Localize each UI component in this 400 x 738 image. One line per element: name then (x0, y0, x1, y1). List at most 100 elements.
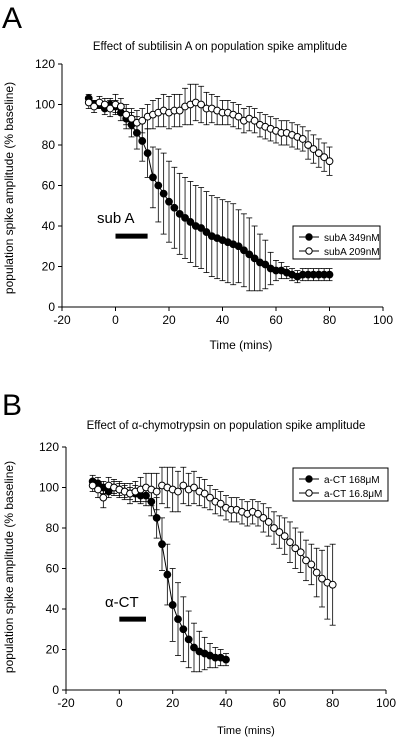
y-axis-label-a: population spike amplitude (% baseline) (2, 82, 16, 294)
data-point (175, 209, 184, 218)
data-point (179, 481, 188, 490)
data-point (286, 538, 294, 547)
data-point (197, 100, 206, 109)
data-point (320, 153, 329, 162)
x-axis-label-a: Time (mins) (210, 338, 273, 352)
data-point (314, 149, 323, 158)
x-tick-label-a: 100 (373, 313, 393, 327)
x-axis-label-b: Time (mins) (217, 725, 275, 737)
y-tick-label-b: 60 (46, 562, 60, 576)
data-point (280, 532, 289, 540)
y-tick-label-b: 100 (39, 481, 59, 495)
x-tick-label-b: 20 (166, 696, 180, 710)
data-point (197, 224, 206, 232)
data-point (175, 106, 184, 115)
x-tick-label-a: 40 (216, 313, 230, 327)
legend-entry: a-CT 168μM (324, 475, 380, 486)
panel-letter-a: A (2, 2, 22, 35)
chart-title-b: Effect of α-chymotrypsin on population s… (87, 420, 366, 432)
series-open-a (85, 83, 333, 176)
x-tick-label-a: 20 (162, 313, 176, 327)
legend-marker (305, 475, 313, 483)
x-tick-label-b: 40 (219, 696, 233, 710)
data-point (245, 250, 254, 259)
data-point (312, 568, 321, 577)
data-point (200, 489, 209, 498)
data-point (90, 102, 98, 111)
chart-title-a: Effect of subtilisin A on population spi… (93, 41, 347, 53)
data-point (170, 203, 179, 212)
panel-b: B Effect of α-chymotrypsin on population… (2, 389, 365, 737)
data-point (275, 528, 284, 536)
data-point (296, 548, 305, 557)
data-point (307, 560, 316, 569)
data-point (99, 493, 108, 502)
data-point (152, 487, 161, 496)
y-axis-label-b: population spike amplitude (% baseline) (2, 461, 16, 673)
data-point (168, 601, 177, 609)
x-tick-label-a: -20 (53, 313, 71, 327)
series-filled-b (89, 474, 229, 673)
data-point (291, 544, 300, 553)
panel-letter-b: B (2, 389, 22, 422)
data-point (100, 100, 109, 109)
annotation-alpha-ct: α-CT (105, 594, 139, 611)
data-point (259, 513, 268, 522)
data-point (261, 260, 270, 269)
data-point (222, 655, 230, 664)
legend-a: subA 349nM subA 209nM (292, 225, 381, 260)
y-tick-label-b: 40 (46, 602, 60, 616)
x-tick-label-b: -20 (57, 696, 75, 710)
data-point (216, 499, 225, 508)
data-point (142, 491, 150, 500)
data-point (298, 135, 307, 143)
legend-entry: a-CT 16.8μM (324, 489, 382, 500)
data-point (152, 513, 161, 522)
y-tick-label-a: 20 (42, 260, 56, 274)
data-point (174, 615, 182, 624)
data-point (254, 509, 262, 518)
data-point (325, 270, 334, 279)
data-point (127, 114, 136, 123)
y-tick-label-b: 0 (52, 683, 59, 697)
data-point (116, 102, 125, 111)
data-point (186, 218, 195, 226)
data-point (309, 145, 318, 153)
data-point (138, 116, 147, 125)
data-point (84, 98, 93, 107)
data-point (179, 625, 188, 634)
data-point (318, 574, 326, 583)
data-point (270, 524, 278, 532)
series-filled-a (85, 93, 333, 292)
data-point (206, 493, 214, 502)
y-tick-label-b: 80 (46, 521, 60, 535)
data-point (149, 173, 157, 182)
data-point (165, 197, 173, 206)
data-point (234, 242, 243, 251)
data-point (147, 497, 156, 506)
data-point (154, 181, 163, 190)
y-tick-label-a: 80 (42, 138, 56, 152)
data-point (158, 540, 166, 549)
data-point (184, 635, 193, 644)
data-point (190, 483, 198, 492)
legend-entry: subA 349nM (324, 233, 380, 244)
data-point (106, 104, 115, 113)
data-point (250, 116, 259, 125)
legend-entry: subA 209nM (324, 247, 380, 258)
y-tick-label-b: 120 (39, 440, 59, 454)
legend-marker (305, 489, 313, 497)
data-point (163, 570, 172, 579)
x-tick-label-b: 60 (273, 696, 287, 710)
data-point (143, 149, 152, 158)
y-tick-label-a: 120 (35, 57, 55, 71)
data-point (302, 556, 310, 565)
data-point (234, 112, 243, 121)
y-tick-label-a: 60 (42, 179, 56, 193)
data-point (88, 481, 97, 490)
data-point (174, 487, 182, 496)
x-tick-label-b: 100 (376, 696, 396, 710)
x-tick-label-b: 0 (116, 696, 123, 710)
